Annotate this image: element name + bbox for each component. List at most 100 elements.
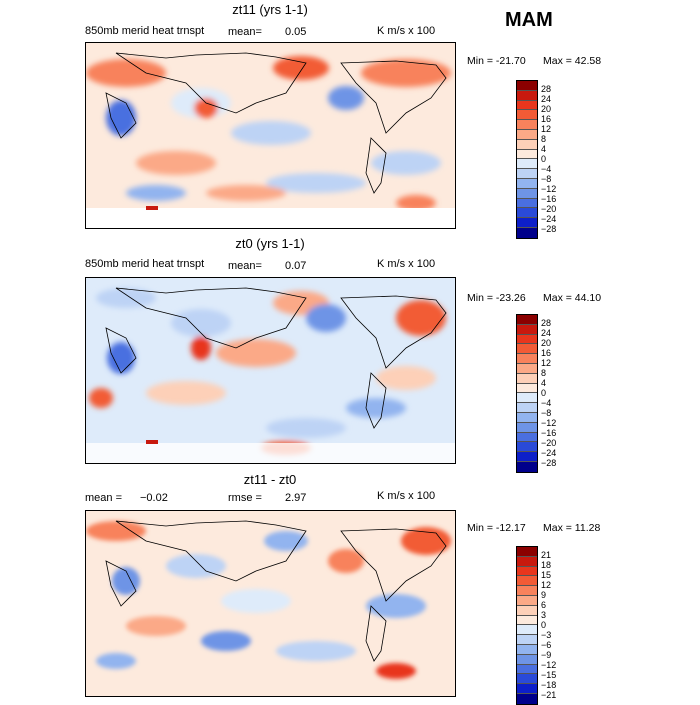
colorbar-2-cell [517,412,537,423]
cb-label: −8 [541,174,552,184]
panel-3-colorbar [516,546,538,705]
cb-label: 12 [541,124,552,134]
cb-label: 4 [541,144,547,154]
colorbar-1-cell [517,100,537,111]
cb-label: −28 [541,458,557,468]
colorbar-2-cell [517,324,537,335]
cb-label: −3 [541,630,552,640]
colorbar-1-cell [517,139,537,150]
panel-2-map [85,277,456,464]
panel-3-min: Min = -12.17 [467,522,526,534]
panel-2-map-svg [86,278,455,463]
colorbar-1-cell [517,218,537,228]
colorbar-3-cell [517,635,537,645]
colorbar-1-cell [517,129,537,140]
colorbar-1-cell [517,81,537,91]
cb-label: 28 [541,318,552,328]
colorbar-3-cell [517,556,537,567]
panel-1-colorbar [516,80,538,239]
colorbar-1-cell [517,110,537,121]
cb-label: 21 [541,550,552,560]
colorbar-3-cell [517,684,537,694]
colorbar-3-cell [517,586,537,596]
panel-1-mean-label: mean= [228,26,262,38]
panel-2-variable-label: 850mb merid heat trnspt [85,258,205,270]
colorbar-2-cell [517,363,537,374]
colorbar-2-cell [517,461,537,472]
cb-label: 4 [541,378,547,388]
panel-3-map-svg [86,511,455,696]
season-title: MAM [505,9,553,31]
colorbar-2-cell [517,393,537,404]
cb-label: 15 [541,570,552,580]
panel-2-mean-label: mean= [228,260,262,272]
cb-label: 0 [541,620,547,630]
colorbar-2-cell [517,422,537,433]
panel-2-title: zt0 (yrs 1-1) [235,236,305,251]
colorbar-3-cell [517,595,537,606]
cb-label: 16 [541,348,552,358]
colorbar-2-cell [517,403,537,413]
colorbar-1-cell [517,120,537,130]
cb-label: 0 [541,154,547,164]
colorbar-3-cell [517,654,537,665]
cb-label: −28 [541,224,557,234]
cb-label: −18 [541,680,557,690]
panel-1-mean-value: 0.05 [285,26,307,38]
cb-label: −16 [541,194,557,204]
cb-label: −21 [541,690,557,700]
cb-label: 6 [541,600,547,610]
cb-label: 3 [541,610,547,620]
colorbar-2-cell [517,354,537,364]
cb-label: 8 [541,134,547,144]
panel-3-rmse-label: rmse = [228,492,262,504]
colorbar-2-cell [517,442,537,453]
panel-2-units: K m/s x 100 [377,258,436,270]
panel-3-rmse-value: 2.97 [285,492,307,504]
cb-label: −20 [541,438,557,448]
cb-label: 24 [541,94,552,104]
panel-2-mean-value: 0.07 [285,260,307,272]
colorbar-2-cell [517,315,537,325]
colorbar-3-cell [517,674,537,685]
panel-1-colorbar-labels: 28 24 20 16 12 8 4 0 −4 −8 −12 −16 −20 −… [541,84,556,234]
cb-label: −12 [541,660,557,670]
panel-2-colorbar-labels: 28 24 20 16 12 8 4 0 −4 −8 −12 −16 −20 −… [541,318,556,468]
cb-label: −24 [541,214,557,224]
panel-3-colorbar-labels: 21 18 15 12 9 6 3 0 −3 −6 −9 −12 −15 −18… [541,550,556,700]
colorbar-3-cell [517,605,537,616]
panel-1-units: K m/s x 100 [377,25,436,37]
cb-label: −15 [541,670,557,680]
colorbar-2-cell [517,383,537,394]
colorbar-1-cell [517,188,537,199]
panel-2-max: Max = 44.10 [543,292,602,304]
cb-label: −24 [541,448,557,458]
colorbar-2-cell [517,373,537,384]
panel-3-mean-value: −0.02 [140,492,168,504]
panel-3-mean-label: mean = [85,492,122,504]
colorbar-1-cell [517,159,537,170]
colorbar-2-cell [517,432,537,443]
colorbar-1-cell [517,227,537,238]
panel-1-map [85,42,456,229]
panel-3-units: K m/s x 100 [377,490,436,502]
panel-3-map [85,510,456,697]
panel-1-title: zt11 (yrs 1-1) [232,2,308,17]
cb-label: −8 [541,408,552,418]
panel-3-max: Max = 11.28 [543,522,601,534]
colorbar-3-cell [517,625,537,636]
panel-2-colorbar [516,314,538,473]
panel-1-min: Min = -21.70 [467,55,526,67]
colorbar-1-cell [517,178,537,189]
colorbar-2-cell [517,452,537,462]
cb-label: 16 [541,114,552,124]
cb-label: 8 [541,368,547,378]
cb-label: −16 [541,428,557,438]
cb-label: −6 [541,640,552,650]
cb-label: −12 [541,184,557,194]
cb-label: 9 [541,590,547,600]
colorbar-2-cell [517,334,537,345]
panel-1-variable-label: 850mb merid heat trnspt [85,25,205,37]
colorbar-1-cell [517,90,537,101]
colorbar-3-cell [517,644,537,655]
